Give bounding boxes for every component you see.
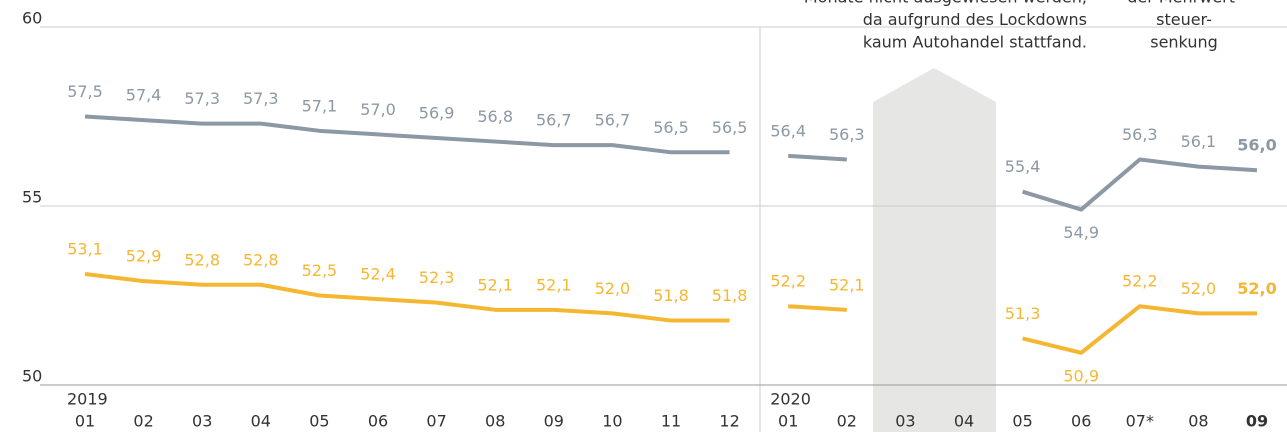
x-tick-label: 09 — [1246, 412, 1268, 431]
x-tick-label: 09 — [544, 412, 564, 431]
value-label: 52,0 — [595, 279, 631, 298]
x-tick-label: 05 — [1012, 412, 1032, 431]
y-tick-label: 50 — [22, 367, 42, 386]
series-line — [1022, 157, 1258, 212]
x-tick-label: 06 — [1071, 412, 1091, 431]
series-line — [84, 114, 730, 155]
value-label: 52,2 — [770, 272, 806, 291]
value-label: 52,0 — [1181, 279, 1217, 298]
x-tick-label: 04 — [251, 412, 271, 431]
annotation: Monate nicht ausgewiesen werden, — [804, 0, 1087, 7]
x-tick-label: 12 — [719, 412, 739, 431]
x-tick-label: 10 — [602, 412, 622, 431]
year-label: 2020 — [770, 390, 811, 409]
value-label: 57,5 — [67, 82, 103, 101]
y-tick-label: 55 — [22, 188, 42, 207]
x-tick-label: 02 — [133, 412, 153, 431]
value-label: 56,7 — [536, 111, 572, 130]
x-tick-label: 08 — [1188, 412, 1208, 431]
x-tick-label: 04 — [954, 412, 974, 431]
x-tick-label: 11 — [661, 412, 681, 431]
value-label: 54,9 — [1063, 223, 1099, 242]
value-label: 52,8 — [184, 250, 220, 269]
value-label: 56,5 — [653, 118, 689, 137]
value-label: 52,9 — [126, 247, 162, 266]
annotation: kaum Autohandel stattfand. — [863, 33, 1087, 52]
value-label: 52,4 — [360, 265, 396, 284]
value-label: 52,2 — [1122, 272, 1158, 291]
x-tick-label: 01 — [75, 412, 95, 431]
annotation: der Mehrwert- — [1127, 0, 1241, 7]
value-label: 52,1 — [536, 275, 572, 294]
value-label: 51,3 — [1005, 304, 1041, 323]
value-label: 57,4 — [126, 86, 162, 105]
value-label: 50,9 — [1063, 366, 1099, 385]
value-label: 57,1 — [302, 96, 338, 115]
x-tick-label: 03 — [895, 412, 915, 431]
x-tick-label: 02 — [837, 412, 857, 431]
value-label: 51,8 — [712, 286, 748, 305]
series-line — [84, 272, 730, 323]
value-label: 56,4 — [770, 121, 806, 140]
value-label: 56,3 — [1122, 125, 1158, 144]
value-label: 57,0 — [360, 100, 396, 119]
value-label: 56,8 — [477, 107, 513, 126]
x-tick-label: 01 — [778, 412, 798, 431]
value-label: 52,5 — [302, 261, 338, 280]
value-label: 52,8 — [243, 250, 279, 269]
x-tick-label: 07* — [1126, 412, 1154, 431]
annotation: senkung — [1150, 33, 1218, 52]
x-tick-label: 05 — [309, 412, 329, 431]
annotation: steuer- — [1156, 10, 1212, 29]
value-label: 57,3 — [184, 89, 220, 108]
value-label: 56,1 — [1181, 132, 1217, 151]
value-label: 56,0 — [1237, 136, 1276, 155]
lockdown-arrow — [873, 68, 996, 432]
annotation: da aufgrund des Lockdowns — [863, 10, 1087, 29]
y-tick-label: 60 — [22, 9, 42, 28]
series-line — [788, 304, 847, 312]
value-label: 55,4 — [1005, 157, 1041, 176]
series-line — [1022, 304, 1257, 355]
value-label: 56,9 — [419, 103, 455, 122]
value-label: 52,0 — [1237, 279, 1276, 298]
x-tick-label: 07 — [426, 412, 446, 431]
x-tick-label: 03 — [192, 412, 212, 431]
x-tick-label: 08 — [485, 412, 505, 431]
value-label: 53,1 — [67, 240, 103, 259]
value-label: 57,3 — [243, 89, 279, 108]
value-label: 56,7 — [595, 111, 631, 130]
value-label: 56,3 — [829, 125, 865, 144]
year-label: 2019 — [67, 390, 108, 409]
value-label: 51,8 — [653, 286, 689, 305]
x-tick-label: 06 — [368, 412, 388, 431]
value-label: 56,5 — [712, 118, 748, 137]
value-label: 52,1 — [829, 275, 865, 294]
series-line — [788, 153, 847, 162]
value-label: 52,1 — [477, 275, 513, 294]
value-label: 52,3 — [419, 268, 455, 287]
